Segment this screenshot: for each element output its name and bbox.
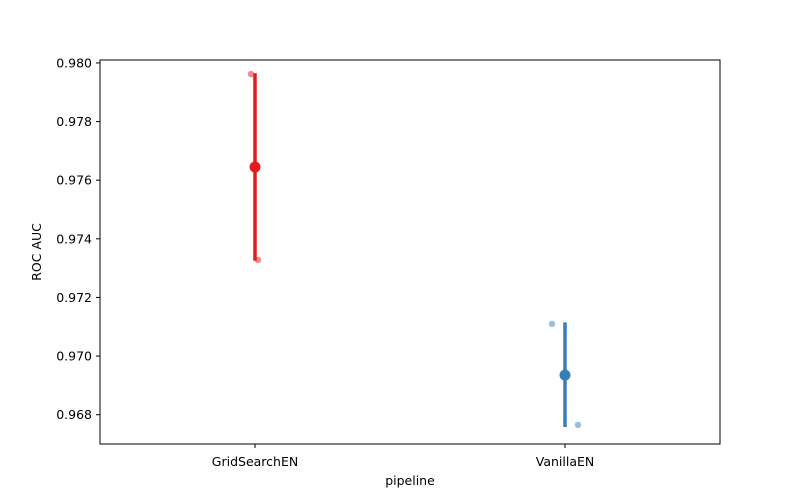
vanillaen-data-point [574, 421, 582, 429]
vanillaen-mean-point [559, 369, 571, 381]
y-tick-label: 0.968 [56, 407, 92, 422]
x-tick-label: GridSearchEN [212, 454, 298, 469]
x-axis-label: pipeline [385, 473, 435, 488]
gridsearchen-mean-point [249, 161, 261, 173]
y-tick-label: 0.970 [56, 349, 92, 364]
y-axis: 0.968 0.970 0.972 0.974 0.976 0.978 0.980 [56, 55, 100, 422]
y-tick-label: 0.980 [56, 55, 92, 70]
x-tick-label: VanillaEN [536, 454, 595, 469]
gridsearchen-data-point [247, 70, 255, 78]
y-tick-label: 0.978 [56, 114, 92, 129]
y-tick-label: 0.972 [56, 290, 92, 305]
vanillaen-data-point [548, 320, 556, 328]
y-tick-label: 0.974 [56, 231, 92, 246]
plot-area [99, 59, 721, 445]
y-tick-label: 0.976 [56, 173, 92, 188]
y-axis-label: ROC AUC [29, 223, 44, 281]
x-axis: GridSearchEN VanillaEN [212, 444, 594, 469]
axes-frame [99, 59, 721, 445]
